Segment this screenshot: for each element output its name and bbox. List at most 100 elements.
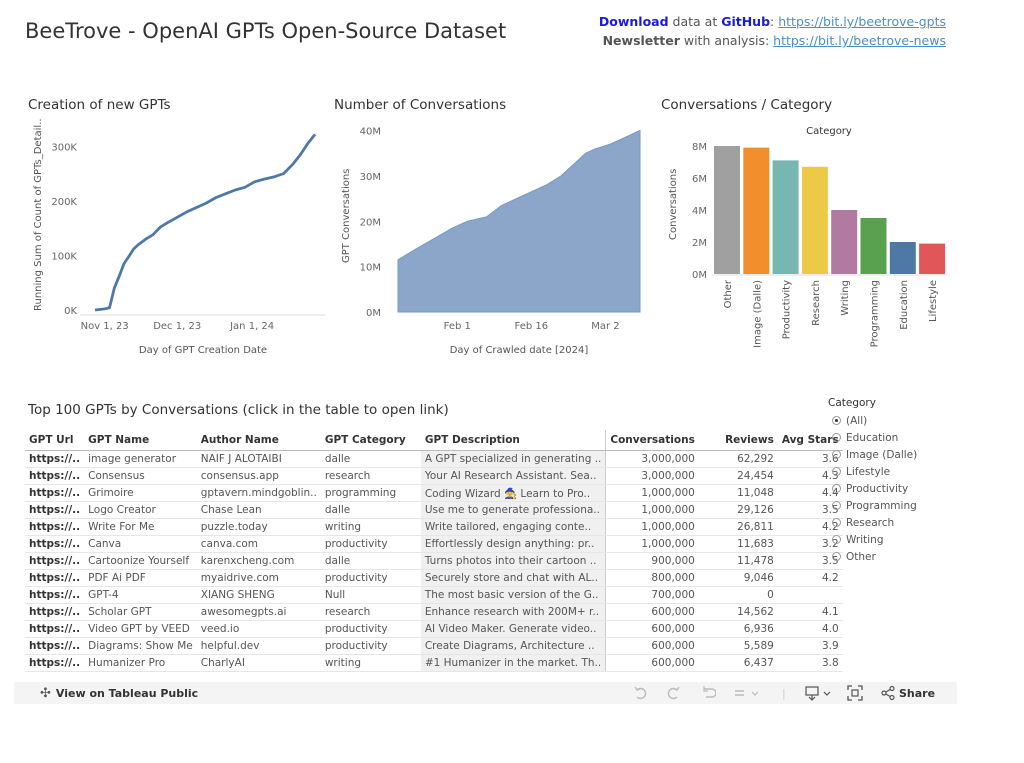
- gpt-url-cell[interactable]: https://..: [25, 586, 85, 604]
- filter-option[interactable]: (All): [828, 412, 917, 429]
- table-row[interactable]: https://.. image generator NAIF J ALOTAIBI…: [25, 450, 843, 468]
- download-word: Download: [598, 14, 669, 29]
- column-header[interactable]: Conversations: [605, 430, 699, 451]
- table-cell: helpful.dev: [196, 637, 321, 655]
- newsletter-word: Newsletter: [602, 33, 680, 48]
- download-link[interactable]: https://bit.ly/beetrove-gpts: [778, 14, 946, 29]
- gpt-url-cell[interactable]: https://..: [25, 654, 85, 672]
- column-header[interactable]: GPT Description: [420, 430, 606, 451]
- filter-option[interactable]: Research: [828, 514, 917, 531]
- bar-research[interactable]: [801, 166, 828, 274]
- gpt-url-cell[interactable]: https://..: [25, 620, 85, 638]
- radio-icon[interactable]: [832, 552, 841, 561]
- table-row[interactable]: https://.. PDF Ai PDF myaidrive.com product…: [25, 569, 843, 587]
- filter-option-label: Other: [846, 550, 876, 563]
- table-cell: Create Diagrams, Architecture ..: [420, 637, 606, 655]
- bar-other[interactable]: [714, 146, 740, 274]
- table-row[interactable]: https://.. Logo Creator Chase Lean dalle Use…: [25, 501, 843, 519]
- table-row[interactable]: https://.. Video GPT by VEED veed.io produc…: [25, 620, 843, 638]
- table-row[interactable]: https://.. Scholar GPT awesomegpts.ai resea…: [25, 603, 843, 621]
- table-cell: 14,562: [698, 603, 778, 621]
- table-row[interactable]: https://.. Canva canva.com productivity Effo…: [25, 535, 843, 553]
- filter-option[interactable]: Productivity: [828, 480, 917, 497]
- column-header[interactable]: Author Name: [196, 430, 321, 451]
- radio-icon[interactable]: [832, 501, 841, 510]
- category-bar-chart[interactable]: Category Conversations 0M 2M 4M 6M 8M Other I…: [665, 118, 955, 353]
- creation-line-chart[interactable]: Running Sum of Count of GPTs_Detail... 0…: [25, 118, 325, 363]
- table-cell: A GPT specialized in generating ..: [420, 450, 606, 468]
- gpt-url-cell[interactable]: https://..: [25, 518, 85, 536]
- gpt-url-cell[interactable]: https://..: [25, 450, 85, 468]
- gpt-url-cell[interactable]: https://..: [25, 637, 85, 655]
- revert-icon[interactable]: [700, 685, 716, 701]
- table-cell: 1,000,000: [605, 518, 699, 536]
- refresh-icon[interactable]: [732, 685, 760, 701]
- y-tick-label: 6M: [692, 174, 707, 185]
- column-header[interactable]: Avg Stars: [777, 430, 843, 451]
- undo-icon[interactable]: [632, 685, 648, 701]
- bar-programming[interactable]: [860, 218, 887, 274]
- bar-writing[interactable]: [831, 210, 858, 274]
- fullscreen-icon[interactable]: [847, 685, 863, 701]
- x-axis-label: Day of Crawled date [2024]: [450, 345, 589, 356]
- filter-option[interactable]: Programming: [828, 497, 917, 514]
- table-row[interactable]: https://.. Grimoire gptavern.mindgoblin.. p…: [25, 484, 843, 502]
- conversations-area-chart[interactable]: GPT Conversations 0M 10M 20M 30M 40M Feb 1 Fe…: [335, 118, 645, 363]
- table-cell: Securely store and chat with AL..: [420, 569, 606, 587]
- y-tick-label: 30M: [360, 172, 381, 183]
- table-cell: 600,000: [605, 637, 699, 655]
- gpt-url-cell[interactable]: https://..: [25, 535, 85, 553]
- table-cell: 700,000: [605, 586, 699, 604]
- newsletter-link[interactable]: https://bit.ly/beetrove-news: [773, 33, 946, 48]
- table-cell: 4.0: [777, 620, 843, 638]
- table-cell: #1 Humanizer in the market. Th..: [420, 654, 606, 672]
- share-button[interactable]: Share: [880, 685, 935, 701]
- table-cell: veed.io: [196, 620, 321, 638]
- filter-option[interactable]: Education: [828, 429, 917, 446]
- table-row[interactable]: https://.. GPT-4 XIANG SHENG Null The most b…: [25, 586, 843, 604]
- bar-productivity[interactable]: [772, 160, 799, 274]
- radio-icon[interactable]: [832, 484, 841, 493]
- table-cell: 24,454: [698, 467, 778, 485]
- radio-icon[interactable]: [832, 450, 841, 459]
- gpt-url-cell[interactable]: https://..: [25, 603, 85, 621]
- radio-icon[interactable]: [832, 518, 841, 527]
- column-header[interactable]: GPT Name: [84, 430, 197, 451]
- table-row[interactable]: https://.. Consensus consensus.app research…: [25, 467, 843, 485]
- gpt-url-cell[interactable]: https://..: [25, 467, 85, 485]
- gpt-url-cell[interactable]: https://..: [25, 569, 85, 587]
- column-header[interactable]: GPT Url: [25, 430, 85, 451]
- redo-icon[interactable]: [666, 685, 682, 701]
- download-icon[interactable]: [804, 685, 834, 701]
- view-on-tableau-button[interactable]: ✣ View on Tableau Public: [40, 685, 198, 701]
- table-cell: 11,048: [698, 484, 778, 502]
- y-tick-label: 100K: [51, 251, 77, 262]
- conversations-series-area: [397, 129, 641, 313]
- radio-icon[interactable]: [832, 433, 841, 442]
- filter-option[interactable]: Lifestyle: [828, 463, 917, 480]
- table-row[interactable]: https://.. Write For Me puzzle.today writin…: [25, 518, 843, 536]
- x-tick-label: Feb 16: [515, 321, 549, 332]
- gpt-url-cell[interactable]: https://..: [25, 501, 85, 519]
- gpt-url-cell[interactable]: https://..: [25, 484, 85, 502]
- creation-chart-title: Creation of new GPTs: [28, 97, 171, 113]
- radio-icon[interactable]: [832, 535, 841, 544]
- table-row[interactable]: https://.. Cartoonize Yourself karenxcheng…: [25, 552, 843, 570]
- table-row[interactable]: https://.. Diagrams: Show Me helpful.dev pr…: [25, 637, 843, 655]
- download-line: Download data at GitHub: https://bit.ly/…: [599, 14, 946, 29]
- bar-image-dalle[interactable]: [743, 147, 770, 274]
- filter-option[interactable]: Other: [828, 548, 917, 565]
- filter-option[interactable]: Image (Dalle): [828, 446, 917, 463]
- radio-icon[interactable]: [832, 467, 841, 476]
- table-row[interactable]: https://.. Humanizer Pro CharlyAI writing #1…: [25, 654, 843, 672]
- column-header[interactable]: Reviews: [698, 430, 778, 451]
- radio-icon[interactable]: [832, 416, 841, 425]
- y-tick-label: 40M: [360, 127, 381, 138]
- table-cell: 5,589: [698, 637, 778, 655]
- column-header[interactable]: GPT Category: [320, 430, 421, 451]
- filter-option[interactable]: Writing: [828, 531, 917, 548]
- bar-education[interactable]: [889, 242, 916, 274]
- bar-lifestyle[interactable]: [919, 243, 946, 274]
- table-cell: productivity: [320, 620, 421, 638]
- gpt-url-cell[interactable]: https://..: [25, 552, 85, 570]
